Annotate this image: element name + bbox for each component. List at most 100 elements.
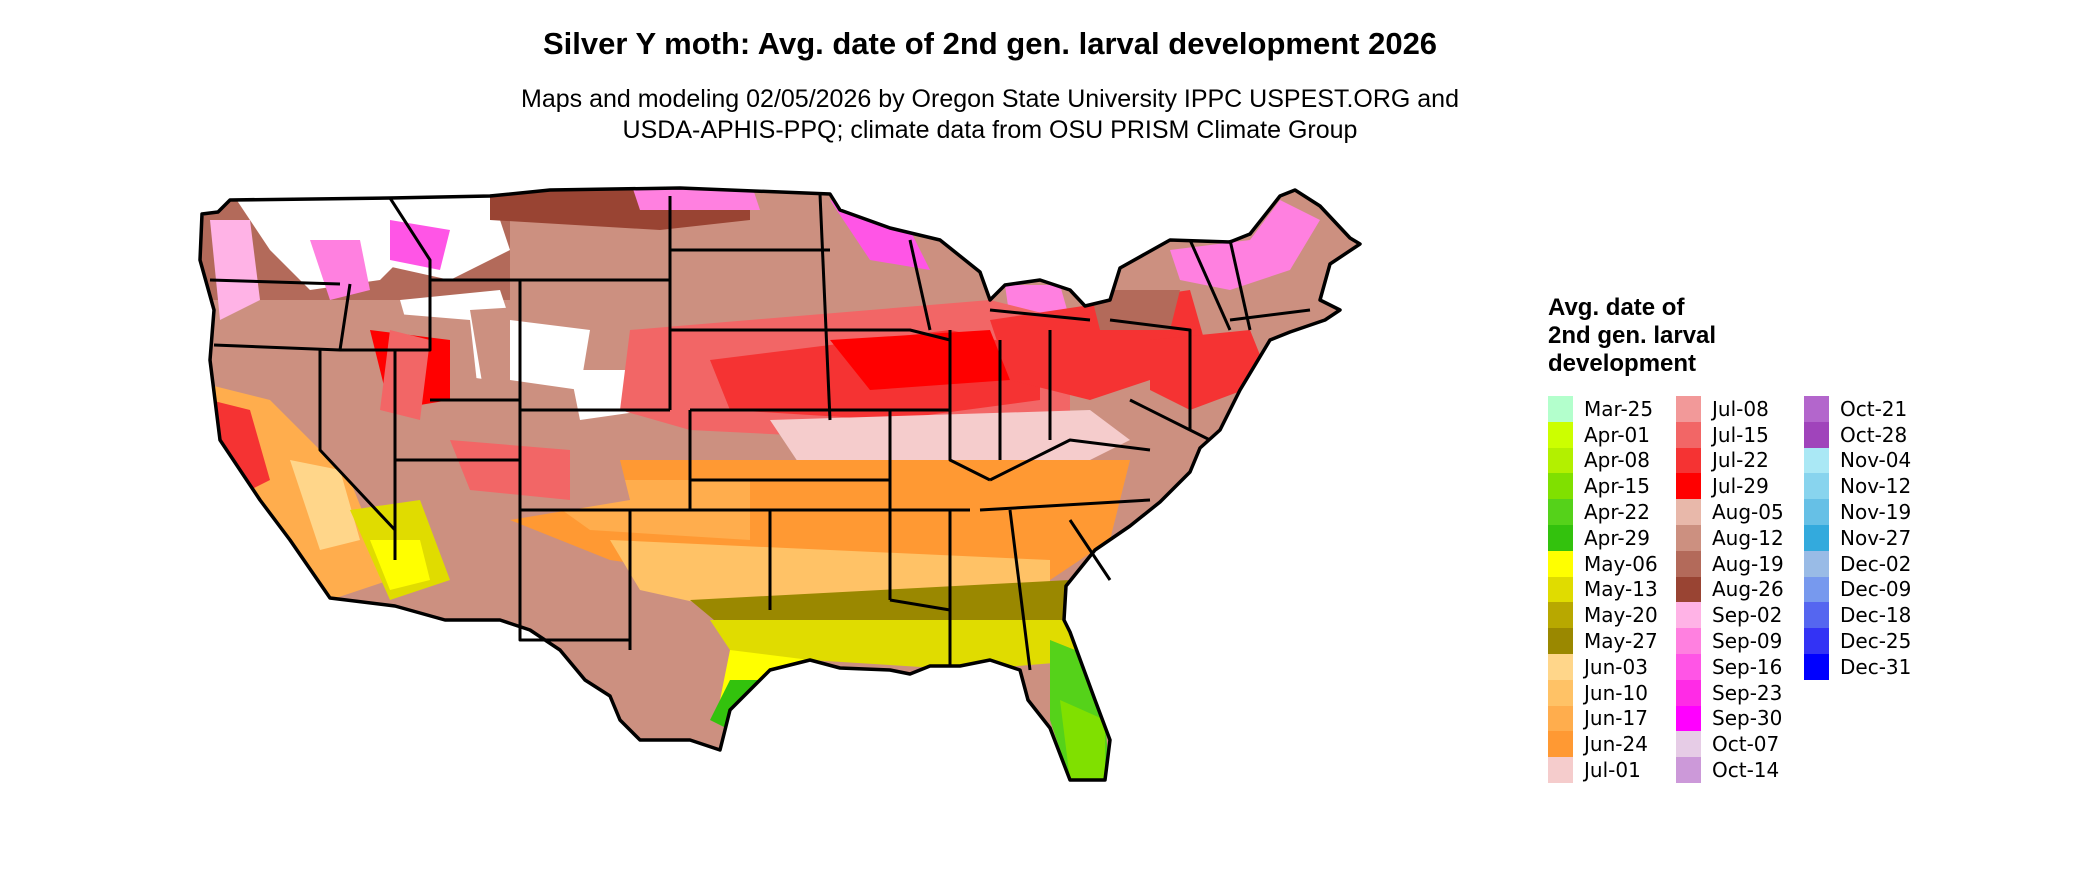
legend-item: Nov-04 <box>1804 447 1932 474</box>
legend-swatch <box>1804 447 1829 474</box>
legend-swatch <box>1804 550 1829 577</box>
legend-label: Oct-07 <box>1712 732 1780 757</box>
legend-swatch <box>1548 628 1573 654</box>
legend-swatch <box>1548 550 1573 577</box>
legend-item: Nov-19 <box>1804 499 1932 525</box>
legend-item: Sep-02 <box>1676 602 1804 629</box>
legend-swatch <box>1548 653 1573 680</box>
legend-label: Apr-22 <box>1584 500 1650 525</box>
legend-item: Jun-03 <box>1548 653 1676 680</box>
legend-item: May-20 <box>1548 602 1676 629</box>
legend-swatch <box>1676 628 1701 654</box>
legend-item: Oct-21 <box>1804 396 1932 422</box>
legend-swatch <box>1548 499 1573 525</box>
legend-label: Aug-12 <box>1712 525 1784 550</box>
legend: Avg. date of 2nd gen. larval development… <box>1548 294 1932 783</box>
legend-item: Aug-26 <box>1676 576 1804 603</box>
legend-label: Jul-01 <box>1584 758 1641 783</box>
legend-column: Oct-21 Oct-28 Nov-04 Nov-12 Nov-19 Nov-27 Dec-… <box>1804 396 1932 783</box>
legend-item: Aug-12 <box>1676 524 1804 551</box>
legend-item: Sep-30 <box>1676 705 1804 732</box>
legend-swatch <box>1676 653 1701 680</box>
legend-label: Jun-24 <box>1584 732 1648 757</box>
legend-label: Oct-14 <box>1712 758 1780 783</box>
us-degree-day-map <box>198 186 1362 782</box>
legend-swatch <box>1804 628 1829 654</box>
subtitle-line-2: USDA-APHIS-PPQ; climate data from OSU PR… <box>622 116 1358 144</box>
legend-label: May-27 <box>1584 629 1658 654</box>
legend-label: Jul-15 <box>1712 422 1769 447</box>
legend-swatch <box>1548 576 1573 603</box>
legend-label: Jun-03 <box>1584 654 1648 679</box>
map-subtitle: Maps and modeling 02/05/2026 by Oregon S… <box>0 84 1980 146</box>
legend-swatch <box>1676 421 1701 448</box>
legend-label: Dec-25 <box>1840 629 1912 654</box>
legend-item: Nov-27 <box>1804 524 1932 551</box>
legend-label: Jul-29 <box>1712 474 1769 499</box>
legend-label: May-13 <box>1584 577 1658 602</box>
legend-swatch <box>1548 757 1573 783</box>
legend-label: Aug-05 <box>1712 500 1784 525</box>
legend-label: Jul-08 <box>1712 396 1769 421</box>
legend-title-line-2: 2nd gen. larval <box>1548 322 1717 349</box>
legend-item: Oct-28 <box>1804 421 1932 448</box>
legend-item: May-27 <box>1548 628 1676 654</box>
legend-label: Mar-25 <box>1584 396 1654 421</box>
legend-label: Aug-26 <box>1712 577 1784 602</box>
legend-label: Sep-02 <box>1712 603 1783 628</box>
legend-swatch <box>1804 524 1829 551</box>
legend-item: Jul-29 <box>1676 473 1804 500</box>
legend-item: Jul-22 <box>1676 447 1804 474</box>
legend-label: Sep-30 <box>1712 706 1783 731</box>
legend-label: Oct-28 <box>1840 422 1908 447</box>
subtitle-line-1: Maps and modeling 02/05/2026 by Oregon S… <box>521 85 1459 113</box>
legend-swatch <box>1548 731 1573 758</box>
legend-swatch <box>1676 524 1701 551</box>
legend-item: Dec-31 <box>1804 653 1932 680</box>
legend-item: Sep-16 <box>1676 653 1804 680</box>
legend-item: Dec-25 <box>1804 628 1932 654</box>
legend-swatch <box>1804 602 1829 629</box>
legend-item: Jul-08 <box>1676 396 1804 422</box>
legend-label: Apr-08 <box>1584 448 1650 473</box>
legend-swatch <box>1676 447 1701 474</box>
legend-swatch <box>1676 550 1701 577</box>
legend-swatch <box>1548 421 1573 448</box>
legend-label: Jun-17 <box>1584 706 1648 731</box>
legend-item: Sep-23 <box>1676 679 1804 706</box>
legend-item: Nov-12 <box>1804 473 1932 500</box>
legend-swatch <box>1676 757 1701 783</box>
map-raster <box>200 188 1360 780</box>
legend-item: Apr-15 <box>1548 473 1676 500</box>
legend-column: Mar-25 Apr-01 Apr-08 Apr-15 Apr-22 Apr-29 May-… <box>1548 396 1676 783</box>
legend-label: Dec-31 <box>1840 654 1912 679</box>
legend-label: Sep-23 <box>1712 680 1783 705</box>
legend-item: Apr-08 <box>1548 447 1676 474</box>
legend-swatch <box>1676 576 1701 603</box>
legend-label: Aug-19 <box>1712 551 1784 576</box>
legend-swatch <box>1804 499 1829 525</box>
legend-label: Apr-01 <box>1584 422 1650 447</box>
legend-item: Jul-01 <box>1548 757 1676 783</box>
legend-label: Jun-10 <box>1584 680 1648 705</box>
legend-swatch <box>1804 653 1829 680</box>
legend-label: Jul-22 <box>1712 448 1769 473</box>
legend-swatch <box>1676 679 1701 706</box>
legend-label: Nov-19 <box>1840 500 1912 525</box>
legend-item: Aug-05 <box>1676 499 1804 525</box>
legend-item: Apr-22 <box>1548 499 1676 525</box>
legend-swatch <box>1548 396 1573 422</box>
legend-item: Apr-29 <box>1548 524 1676 551</box>
legend-item: Jun-10 <box>1548 679 1676 706</box>
legend-swatch <box>1804 396 1829 422</box>
legend-title: Avg. date of 2nd gen. larval development <box>1548 294 1932 378</box>
legend-swatch <box>1548 602 1573 629</box>
legend-swatch <box>1804 473 1829 500</box>
legend-item: Dec-02 <box>1804 550 1932 577</box>
legend-item: Jun-17 <box>1548 705 1676 732</box>
legend-swatch <box>1548 705 1573 732</box>
legend-columns: Mar-25 Apr-01 Apr-08 Apr-15 Apr-22 Apr-29 May-… <box>1548 396 1932 783</box>
legend-swatch <box>1548 447 1573 474</box>
legend-item: Dec-09 <box>1804 576 1932 603</box>
legend-title-line-3: development <box>1548 350 1697 377</box>
